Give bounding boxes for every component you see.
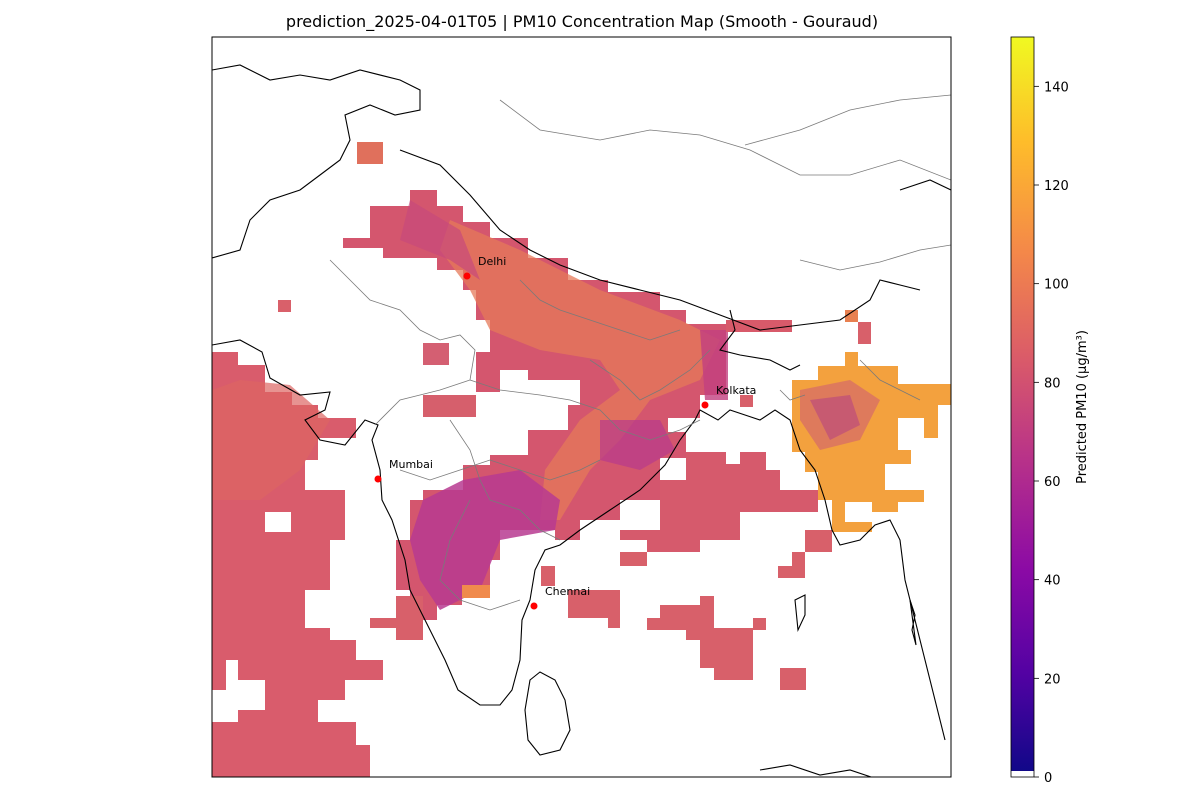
state-borders — [329, 94, 951, 611]
colorbar: 0 20 40 60 80 100 120 140 Predicted PM10 (µg/m³… — [1010, 36, 1090, 786]
colorbar-tick-label: 60 — [1044, 475, 1061, 490]
colorbar-tick-label: 140 — [1044, 80, 1069, 95]
city-delhi: Delhi — [463, 255, 506, 280]
colorbar-ticks: 0 20 40 60 80 100 120 140 — [1034, 80, 1069, 786]
city-markers: Delhi Kolkata Mumbai Chennai — [374, 255, 756, 610]
kolkata-marker — [701, 401, 709, 409]
colorbar-gradient — [1011, 37, 1034, 777]
colorbar-tick-label: 40 — [1044, 574, 1061, 589]
map-title: prediction_2025-04-01T05 | PM10 Concentr… — [285, 12, 879, 31]
colorbar-under-bin — [1011, 771, 1034, 777]
chennai-marker — [530, 602, 538, 610]
country-borders — [212, 64, 951, 777]
chennai-label: Chennai — [545, 585, 590, 598]
colorbar-label: Predicted PM10 (µg/m³) — [1075, 330, 1090, 484]
delhi-label: Delhi — [478, 255, 506, 268]
map-frame — [211, 36, 952, 778]
city-chennai: Chennai — [530, 585, 590, 610]
colorbar-tick-label: 100 — [1044, 278, 1069, 293]
colorbar-frame — [1010, 36, 1035, 778]
city-kolkata: Kolkata — [701, 384, 756, 409]
mumbai-marker — [374, 475, 382, 483]
mumbai-label: Mumbai — [389, 458, 433, 471]
map-area: Delhi Kolkata Mumbai Chennai — [212, 64, 951, 777]
colorbar-tick-label: 0 — [1044, 771, 1052, 786]
pm10-raster — [212, 142, 951, 777]
delhi-marker — [463, 272, 471, 280]
colorbar-tick-label: 20 — [1044, 672, 1061, 687]
colorbar-tick-label: 80 — [1044, 376, 1061, 391]
colorbar-tick-label: 120 — [1044, 179, 1069, 194]
kolkata-label: Kolkata — [716, 384, 756, 397]
city-mumbai: Mumbai — [374, 458, 433, 483]
